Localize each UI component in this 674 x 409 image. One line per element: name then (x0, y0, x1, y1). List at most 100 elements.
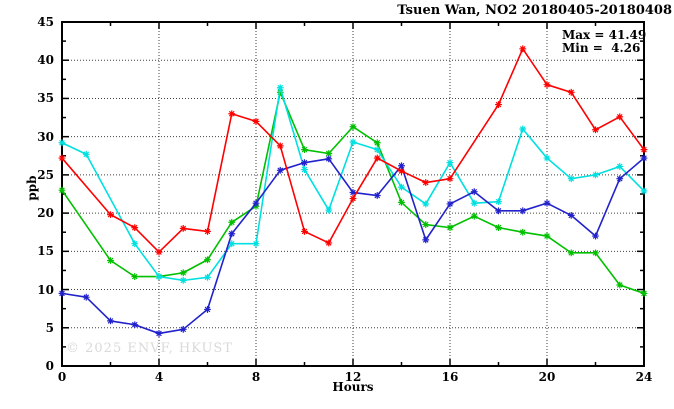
series-green-marker (131, 273, 139, 280)
series-green-marker (325, 150, 333, 157)
series-red-marker (58, 154, 66, 162)
series-blue-marker (519, 207, 527, 215)
series-red-marker (228, 110, 236, 118)
series-green-marker (519, 228, 527, 236)
series-cyan-marker (204, 273, 211, 281)
series-cyan-marker (301, 166, 308, 173)
series-blue-marker (131, 321, 139, 329)
y-tick-label: 35 (37, 91, 54, 106)
series-green-marker (58, 186, 66, 194)
series-red-marker (519, 45, 527, 53)
y-tick-label: 20 (37, 206, 54, 221)
series-green-marker (204, 256, 211, 264)
series-green-marker (495, 224, 502, 232)
x-tick-label: 24 (635, 370, 653, 384)
series-green-marker (567, 249, 575, 257)
watermark: © 2025 ENVF, HKUST (66, 341, 233, 356)
series-cyan-marker (422, 200, 430, 208)
series-cyan-marker (446, 159, 454, 167)
series-red-marker (349, 195, 357, 202)
series-cyan-marker (616, 163, 624, 170)
series-red-marker (543, 81, 551, 89)
series-green-marker (107, 257, 114, 264)
series-red-marker (276, 142, 284, 150)
series-green-marker (543, 232, 551, 240)
x-tick-label: 0 (57, 370, 67, 384)
series-red-marker (398, 167, 405, 175)
y-tick-label: 40 (37, 53, 54, 68)
series-blue-marker (567, 212, 575, 219)
series-cyan-marker (82, 150, 90, 158)
series-cyan-marker (470, 199, 478, 207)
series-red-marker (204, 228, 211, 235)
series-green-marker (446, 224, 454, 232)
series-red-marker (155, 248, 163, 256)
series-red-marker (495, 101, 502, 108)
series-cyan-marker (567, 175, 575, 183)
x-tick-label: 12 (344, 370, 362, 384)
series-cyan-marker (325, 206, 333, 214)
series-cyan-marker (276, 84, 284, 92)
series-blue-marker (58, 289, 66, 297)
series-red-marker (446, 175, 454, 183)
series-cyan-marker (155, 273, 163, 280)
series-cyan-marker (398, 183, 405, 191)
x-axis-label: Hours (332, 380, 374, 394)
series-blue-marker (179, 325, 187, 333)
series-red-marker (252, 117, 260, 125)
series-green-marker (470, 212, 478, 220)
series-blue-marker (276, 166, 284, 174)
series-cyan-marker (179, 276, 187, 284)
y-tick-label: 25 (37, 167, 54, 182)
series-red-marker (107, 211, 114, 219)
x-tick-label: 8 (251, 370, 261, 384)
series-green-marker (422, 221, 430, 228)
series-green-marker (616, 281, 624, 289)
y-tick-label: 5 (45, 320, 54, 335)
series-red-marker (131, 224, 139, 232)
series-blue-marker (495, 207, 502, 215)
series-green-marker (373, 139, 381, 147)
x-tick-label: 20 (538, 370, 556, 384)
series-red-marker (422, 179, 430, 186)
series-blue-marker (422, 236, 430, 244)
series-blue-marker (228, 230, 236, 238)
series-cyan-marker (349, 138, 357, 146)
series-blue-marker (373, 192, 381, 199)
series-cyan-marker (228, 240, 236, 248)
series-blue-marker (301, 159, 308, 167)
series-blue-marker (446, 200, 454, 208)
series-blue-marker (543, 199, 551, 207)
x-tick-label: 16 (441, 370, 459, 384)
y-tick-label: 15 (37, 244, 54, 259)
series-green-marker (349, 123, 357, 131)
series-blue-marker (616, 175, 624, 183)
series-red-marker (616, 113, 624, 121)
series-cyan-marker (543, 154, 551, 162)
series-cyan-marker (640, 187, 648, 195)
min-value-label: Min = 4.26 (562, 41, 641, 55)
series-red-marker (325, 239, 333, 247)
series-red-marker (592, 126, 599, 134)
series-red-marker (373, 154, 381, 162)
series-green-marker (228, 218, 236, 226)
series-green-line (61, 91, 645, 295)
chart-title: Tsuen Wan, NO2 20180405-20180408 (397, 3, 672, 18)
series-blue-marker (640, 154, 648, 162)
series-blue-marker (252, 199, 260, 207)
series-blue-marker (470, 188, 478, 196)
series-cyan-marker (519, 125, 527, 133)
series-cyan-marker (592, 171, 599, 179)
series-cyan-marker (495, 198, 502, 206)
series-green-marker (640, 289, 648, 297)
series-red-marker (640, 146, 648, 154)
series-red-marker (567, 88, 575, 96)
series-blue-marker (592, 232, 599, 240)
series-blue-marker (325, 155, 333, 163)
series-cyan-marker (252, 240, 260, 248)
series-red-marker (179, 225, 187, 232)
max-value-label: Max = 41.49 (562, 28, 647, 42)
series-blue-marker (155, 330, 163, 337)
